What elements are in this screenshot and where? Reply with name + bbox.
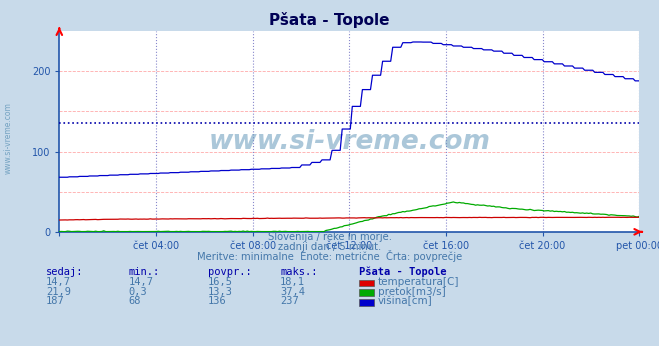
Text: www.si-vreme.com: www.si-vreme.com: [208, 128, 490, 155]
Text: višina[cm]: višina[cm]: [378, 296, 432, 307]
Text: 13,3: 13,3: [208, 287, 233, 297]
Text: Pšata - Topole: Pšata - Topole: [270, 12, 389, 28]
Text: 237: 237: [280, 297, 299, 307]
Text: www.si-vreme.com: www.si-vreme.com: [3, 102, 13, 174]
Text: pretok[m3/s]: pretok[m3/s]: [378, 287, 445, 297]
Text: 21,9: 21,9: [46, 287, 71, 297]
Text: 16,5: 16,5: [208, 277, 233, 288]
Text: Slovenija / reke in morje.: Slovenija / reke in morje.: [268, 233, 391, 243]
Text: 14,7: 14,7: [129, 277, 154, 288]
Text: 0,3: 0,3: [129, 287, 147, 297]
Text: Meritve: minimalne  Enote: metrične  Črta: povprečje: Meritve: minimalne Enote: metrične Črta:…: [197, 249, 462, 262]
Text: temperatura[C]: temperatura[C]: [378, 277, 459, 288]
Text: zadnji dan / 5 minut.: zadnji dan / 5 minut.: [278, 242, 381, 252]
Text: 37,4: 37,4: [280, 287, 305, 297]
Text: sedaj:: sedaj:: [46, 267, 84, 277]
Text: 14,7: 14,7: [46, 277, 71, 288]
Text: min.:: min.:: [129, 267, 159, 277]
Text: povpr.:: povpr.:: [208, 267, 251, 277]
Text: Pšata - Topole: Pšata - Topole: [359, 266, 447, 277]
Text: maks.:: maks.:: [280, 267, 318, 277]
Text: 136: 136: [208, 297, 226, 307]
Text: 187: 187: [46, 297, 65, 307]
Text: 18,1: 18,1: [280, 277, 305, 288]
Text: 68: 68: [129, 297, 141, 307]
